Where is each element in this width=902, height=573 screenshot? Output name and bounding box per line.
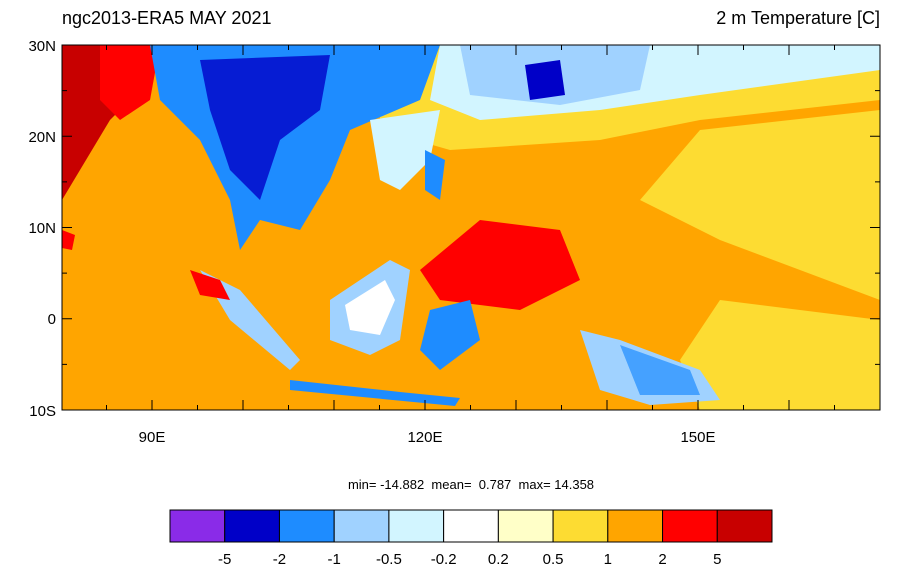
colorbar-label: 0.2 (488, 551, 509, 568)
colorbar-box (662, 509, 718, 543)
colorbar-label: -5 (218, 551, 231, 568)
colorbar-box (443, 509, 499, 543)
colorbar-box (388, 509, 445, 543)
ticks (62, 44, 881, 411)
left-title: ngc2013-ERA5 MAY 2021 (62, 8, 271, 28)
lat-label: 10N (28, 220, 56, 237)
lon-label: 150E (680, 429, 715, 446)
colorbar: -5 -2 -1 -0.5 -0.2 0.2 0.5 1 2 5 (169, 509, 773, 568)
colorbar-label: -1 (328, 551, 341, 568)
lat-label: 20N (28, 129, 56, 146)
colorbar-label: 2 (658, 551, 666, 568)
lon-label: 120E (407, 429, 442, 446)
colorbar-label: 5 (713, 551, 721, 568)
stats: min= -14.882 mean= 0.787 max= 14.358 (348, 477, 594, 492)
lat-label: 30N (28, 38, 56, 55)
colorbar-box (169, 509, 226, 543)
colorbar-label: -2 (273, 551, 286, 568)
lat-label: 0 (48, 311, 56, 328)
colorbar-label: -0.2 (431, 551, 457, 568)
colorbar-box (278, 509, 335, 543)
colorbar-box (716, 509, 773, 543)
colorbar-box (497, 509, 554, 543)
colorbar-label: 1 (604, 551, 612, 568)
colorbar-label: -0.5 (376, 551, 402, 568)
colorbar-box (607, 509, 664, 543)
colorbar-box (333, 509, 390, 543)
lat-label: 10S (29, 403, 56, 420)
lon-label: 90E (139, 429, 166, 446)
map-field (62, 45, 880, 410)
colorbar-label: 0.5 (543, 551, 564, 568)
colorbar-box (224, 509, 280, 543)
colorbar-box (552, 509, 609, 543)
right-title: 2 m Temperature [C] (716, 8, 880, 28)
